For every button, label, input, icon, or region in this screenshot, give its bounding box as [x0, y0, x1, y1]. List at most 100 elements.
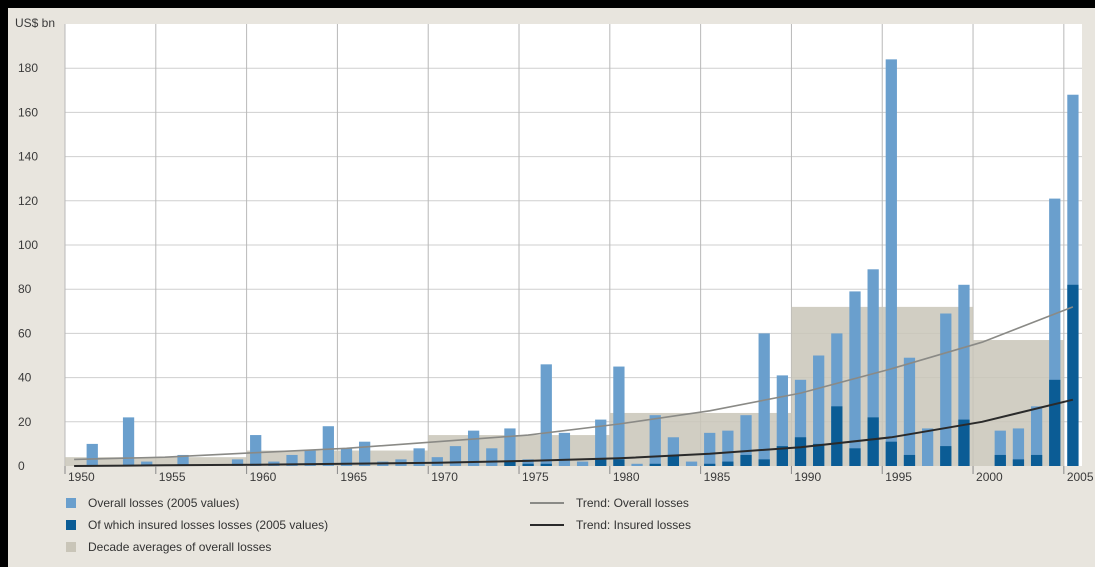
insured-loss-bar [704, 463, 716, 466]
x-tick-label: 1955 [159, 470, 186, 484]
overall-loss-bar [449, 446, 462, 466]
legend-line-trend-overall [530, 502, 564, 504]
insured-loss-bar [758, 459, 770, 466]
overall-loss-bar [631, 463, 643, 466]
decade-average-bar [65, 457, 247, 466]
overall-loss-bar [667, 437, 680, 466]
x-tick-label: 1965 [340, 470, 367, 484]
insured-loss-bar [776, 446, 788, 466]
insured-loss-bar [613, 459, 625, 466]
insured-loss-bar [940, 446, 952, 466]
legend-trend-overall: Trend: Overall losses [530, 496, 689, 510]
overall-loss-bar [540, 364, 552, 466]
x-tick-label: 1950 [68, 470, 95, 484]
overall-loss-bar [958, 284, 970, 466]
overall-loss-bar [322, 426, 334, 466]
insured-bars [504, 284, 1079, 466]
insured-loss-bar [903, 454, 916, 466]
y-tick-label: 120 [18, 194, 38, 208]
overall-loss-bar [1030, 406, 1043, 466]
x-tick-label: 1980 [613, 470, 640, 484]
legend-label-decade: Decade averages of overall losses [88, 540, 272, 554]
x-tick-labels: 1950 1955 1960 1965 1970 1975 1980 1985 1990 1995… [64, 466, 1094, 484]
overall-loss-bar [231, 459, 244, 466]
overall-loss-bar [776, 375, 788, 466]
x-tick-label: 1985 [704, 470, 731, 484]
insured-loss-bar [595, 459, 607, 466]
legend-label-trend-overall: Trend: Overall losses [576, 496, 689, 510]
y-tick-label: 0 [18, 459, 25, 473]
overall-loss-bar [649, 415, 661, 466]
overall-loss-bar [867, 269, 879, 466]
overall-loss-bar [558, 432, 571, 466]
insured-loss-bar [1012, 459, 1025, 466]
legend-overall: Overall losses (2005 values) [66, 496, 239, 510]
x-tick-label: 1960 [250, 470, 277, 484]
loss-chart: 0 20 40 60 80 100 120 140 160 180 1950 1955 1960 196… [15, 16, 1094, 484]
insured-loss-bar [885, 441, 897, 466]
overall-loss-bar [250, 435, 262, 466]
overall-loss-bar [685, 461, 698, 466]
overall-loss-bar [304, 450, 316, 466]
insured-loss-bar [1030, 454, 1043, 466]
legend-swatch-decade [66, 542, 76, 552]
trend-overall-line [74, 306, 1074, 461]
insured-loss-bar [504, 461, 516, 466]
overall-loss-bar [359, 441, 371, 466]
insured-loss-bar [1049, 379, 1061, 466]
insured-loss-bar [649, 463, 661, 466]
overall-loss-bar [831, 333, 843, 466]
overall-loss-bar [141, 461, 153, 466]
overall-loss-bar [1049, 198, 1061, 466]
overall-loss-bar [994, 430, 1006, 466]
y-tick-label: 40 [18, 371, 32, 385]
insured-loss-bar [867, 417, 879, 466]
legend-line-trend-insured [530, 524, 564, 526]
overall-loss-bar [340, 448, 353, 466]
y-tick-labels: 0 20 40 60 80 100 120 140 160 180 [18, 61, 38, 473]
overall-loss-bar [1012, 428, 1025, 466]
trend-lines [74, 306, 1074, 467]
overall-loss-bar [86, 443, 98, 466]
insured-loss-bar [831, 406, 843, 466]
overall-loss-bar [740, 415, 752, 466]
insured-loss-bar [1067, 284, 1079, 466]
overall-loss-bar [1067, 94, 1079, 466]
overall-loss-bar [431, 457, 443, 466]
x-tick-label: 1975 [522, 470, 549, 484]
legend-swatch-overall [66, 498, 76, 508]
legend-label-overall: Overall losses (2005 values) [88, 496, 240, 510]
insured-loss-bar [813, 443, 825, 466]
legend-decade: Decade averages of overall losses [66, 540, 271, 554]
insured-loss-bar [667, 454, 680, 466]
insured-loss-bar [958, 419, 970, 466]
y-tick-label: 100 [18, 238, 38, 252]
overall-loss-bar [903, 357, 916, 466]
insured-loss-bar [522, 463, 534, 466]
chart-panel: 0 20 40 60 80 100 120 140 160 180 1950 1955 1960 196… [8, 8, 1095, 567]
overall-loss-bar [613, 366, 625, 466]
y-tick-label: 180 [18, 61, 38, 75]
overall-loss-bar [794, 379, 807, 466]
legend-swatch-insured [66, 520, 76, 530]
overall-loss-bar [722, 430, 734, 466]
overall-loss-bar [885, 59, 897, 467]
overall-loss-bar [413, 448, 425, 466]
overall-loss-bar [467, 430, 480, 466]
legend-trend-insured: Trend: Insured losses [530, 518, 691, 532]
x-tick-label: 1995 [885, 470, 912, 484]
overall-loss-bar [522, 459, 534, 466]
y-tick-label: 140 [18, 150, 38, 164]
trend-insured-line [74, 398, 1074, 467]
overall-loss-bar [122, 417, 135, 466]
legend-insured: Of which insured losses losses (2005 val… [66, 518, 328, 532]
insured-loss-bar [794, 437, 807, 466]
overall-loss-bar [940, 313, 952, 466]
legend-label-insured: Of which insured losses losses (2005 val… [88, 518, 329, 532]
y-tick-label: 20 [18, 415, 32, 429]
overall-loss-bar [922, 428, 934, 466]
overall-loss-bar [704, 432, 716, 466]
insured-loss-bar [540, 463, 552, 466]
insured-loss-bar [722, 461, 734, 466]
x-tick-label: 2000 [976, 470, 1003, 484]
